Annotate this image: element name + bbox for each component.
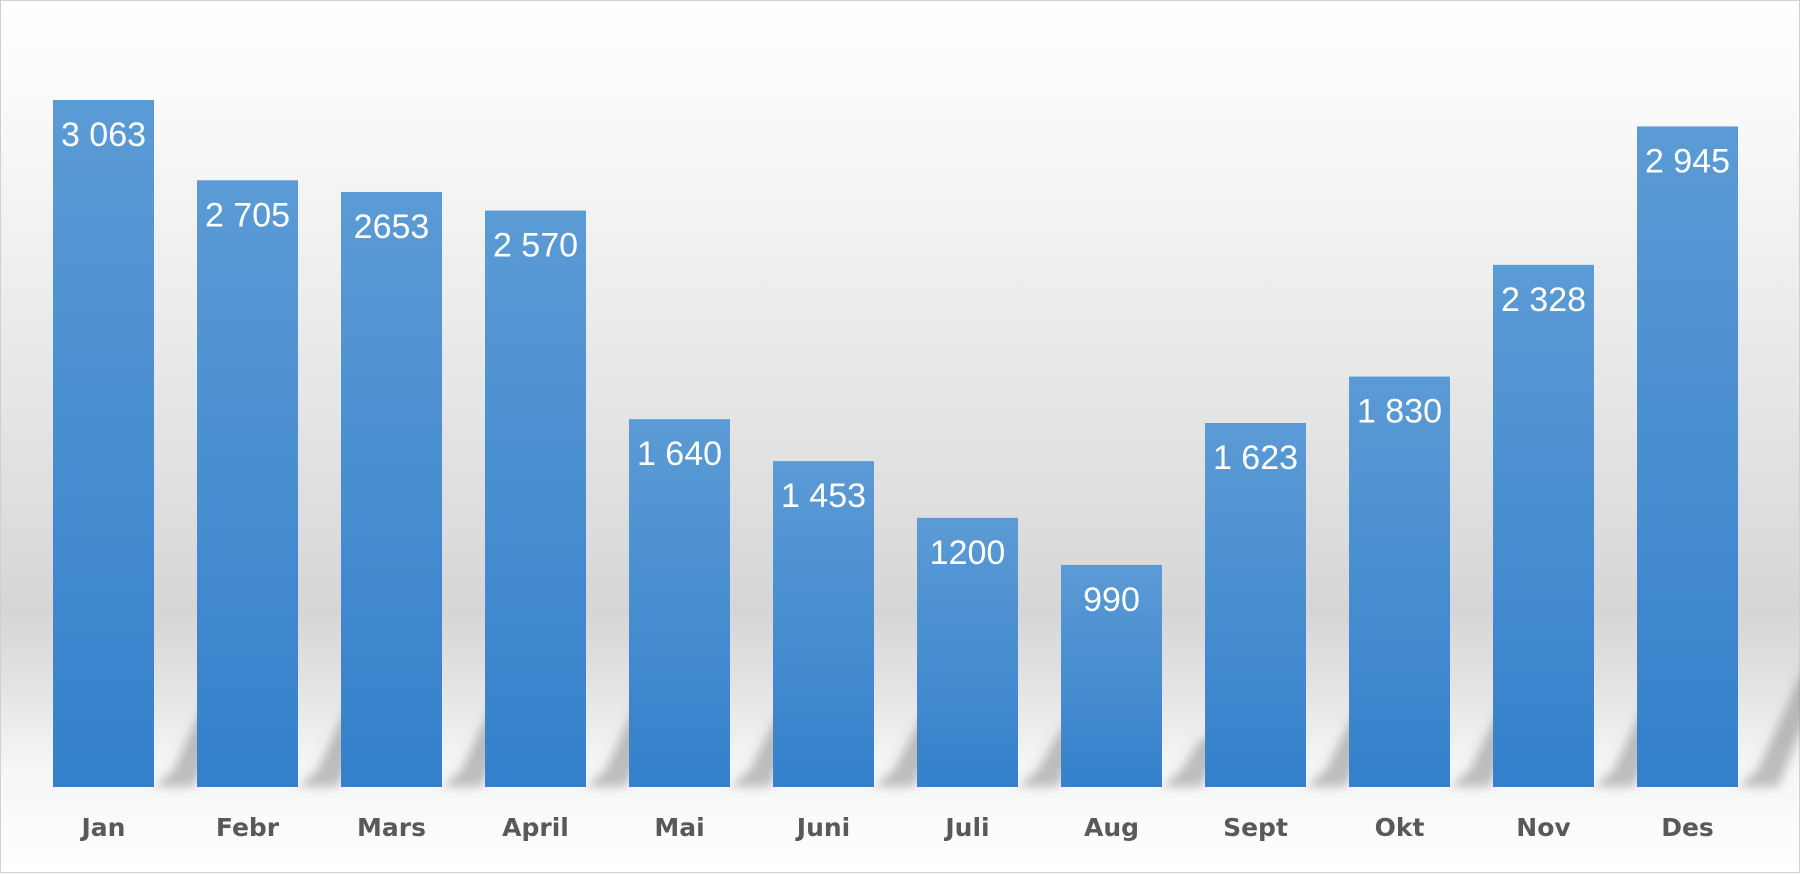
bar-april [485,210,586,787]
value-label: 1200 [930,534,1006,572]
bar-des [1637,126,1738,788]
category-label: Juni [795,813,850,842]
category-label: Mars [357,813,426,842]
value-label: 2 328 [1501,281,1586,319]
bar-okt [1349,376,1450,787]
bar-juni [773,461,874,787]
value-label: 2653 [354,208,430,246]
category-label: Juli [943,813,989,842]
category-label: Jan [80,813,126,842]
value-label: 2 945 [1645,142,1730,180]
category-label: Febr [216,813,280,842]
category-label: Nov [1516,813,1570,842]
category-label: April [502,813,569,842]
category-label: Aug [1084,813,1139,842]
bar-mai [629,419,730,787]
value-label: 990 [1083,581,1140,619]
bar-juli [917,517,1018,787]
value-label: 1 830 [1357,393,1442,431]
value-label: 1 453 [781,477,866,515]
value-label: 1 623 [1213,439,1298,477]
value-label: 2 705 [205,196,290,234]
category-label: Okt [1375,813,1425,842]
bar-mars [341,191,442,787]
bar-aug [1061,564,1162,787]
category-labels-group: Jan Febr Mars April Mai Juni Juli Aug Sept Okt Nov… [80,813,1714,842]
value-label: 1 640 [637,435,722,473]
bars-group [53,100,1738,788]
category-label: Mai [654,813,704,842]
category-label: Des [1661,813,1714,842]
value-label: 2 570 [493,227,578,265]
value-labels-group: 3 063 2 705 2653 2 570 1 640 1 453 1200 990 1 62… [61,116,1730,619]
value-label: 3 063 [61,116,146,154]
bar-nov [1493,264,1594,787]
category-label: Sept [1223,813,1288,842]
bar-shadow [1738,677,1800,787]
bar-sept [1205,422,1306,787]
bar-febr [197,180,298,788]
bar-jan [53,100,154,787]
